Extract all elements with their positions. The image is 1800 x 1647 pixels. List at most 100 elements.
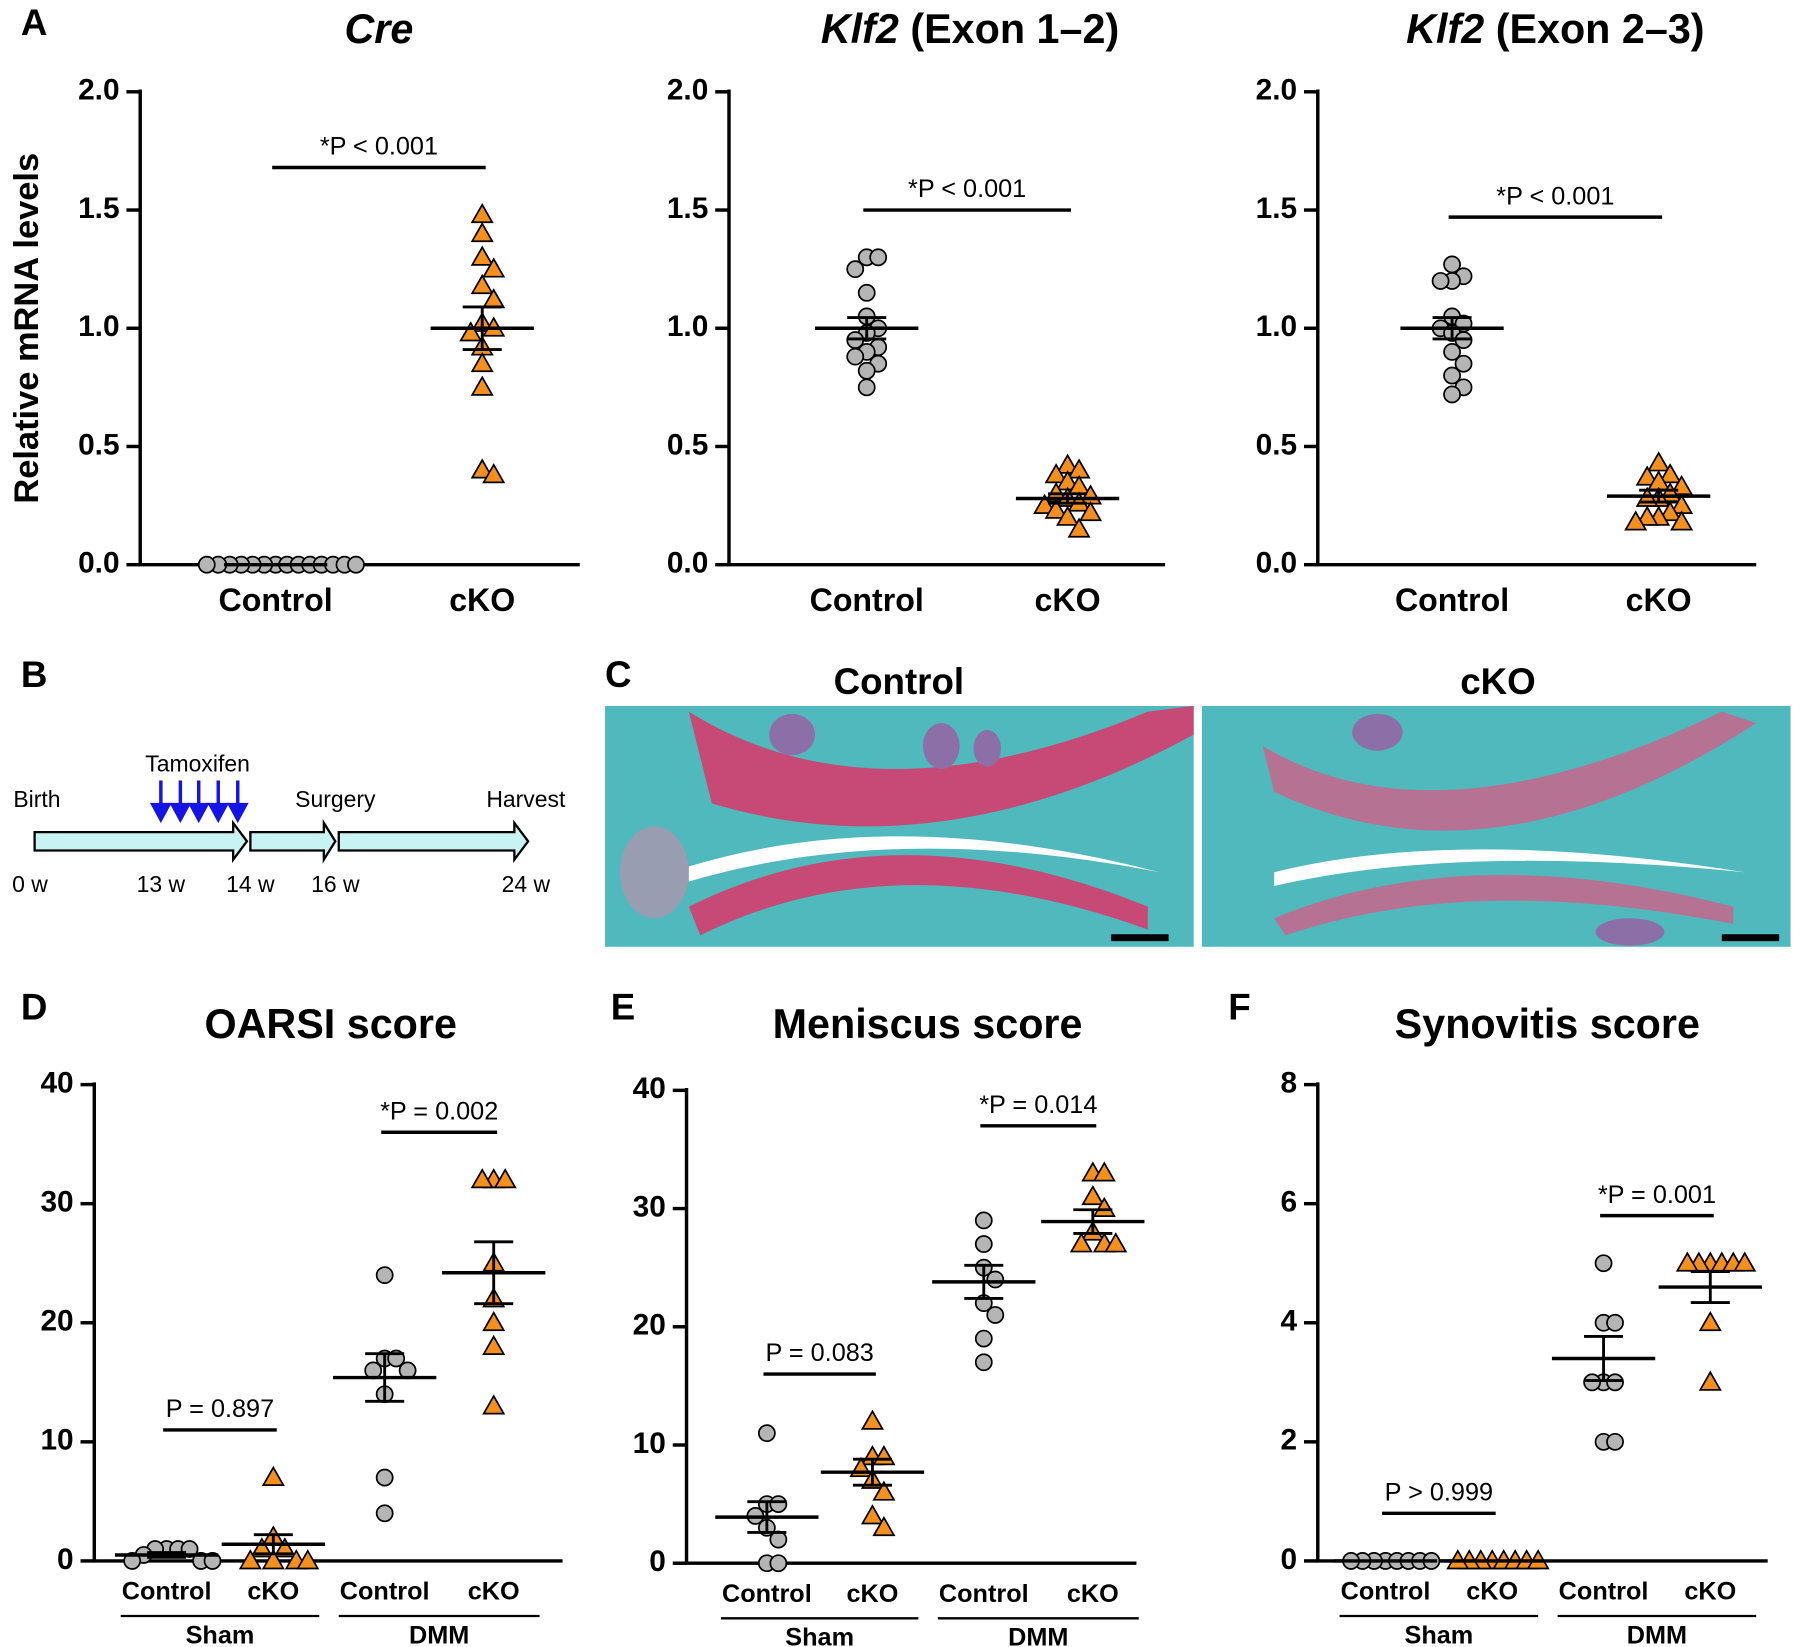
data-point — [470, 221, 494, 243]
y-tick-label: 1.0 — [667, 310, 708, 343]
x-tick-label: Control — [340, 1578, 430, 1606]
arrow — [33, 819, 249, 864]
chart: Klf2 (Exon 1–2) 0.0 0.5 1.0 1.5 2.0 Control cKO… — [667, 6, 1166, 618]
event-label: Surgery — [295, 786, 376, 812]
y-tick-label: 40 — [633, 1072, 666, 1105]
x-tick-label: cKO — [1035, 582, 1101, 618]
data-point — [1670, 510, 1694, 531]
time-label: 24 w — [502, 871, 551, 897]
data-point — [1443, 366, 1461, 385]
error-bar — [253, 1533, 293, 1556]
y-tick-label: 1.0 — [78, 310, 119, 343]
data-point — [857, 361, 876, 380]
data-point — [1044, 498, 1068, 519]
arrow — [337, 819, 530, 864]
y-tick-label: 1.5 — [667, 192, 708, 225]
x-tick-label: Control — [722, 1580, 812, 1608]
data-point — [986, 1270, 1005, 1289]
error-bar — [747, 1500, 787, 1534]
data-point — [1069, 1232, 1093, 1253]
data-point — [470, 458, 494, 479]
timeline: B Birth Tamoxifen Surgery Harvest 0 w 13… — [12, 654, 566, 897]
y-tick-label: 40 — [40, 1066, 73, 1099]
data-point — [470, 245, 494, 266]
x-tick-label: cKO — [846, 1580, 898, 1608]
error-bar — [1639, 488, 1679, 504]
x-tick-label: cKO — [1067, 1580, 1119, 1608]
data-point — [1606, 1373, 1624, 1392]
data-point — [1606, 1313, 1624, 1332]
data-point — [273, 1537, 297, 1558]
significance-label: *P < 0.001 — [908, 175, 1026, 203]
chart: E Meniscus score 0 10 20 30 40 Control cKO Contro… — [611, 987, 1145, 1647]
time-label: 0 w — [12, 871, 48, 897]
y-axis-label: Relative mRNA levels — [8, 153, 46, 504]
y-tick-label: 0.5 — [1256, 428, 1297, 461]
chart: Klf2 (Exon 2–3) 0.0 0.5 1.0 1.5 2.0 Control cKO… — [1256, 6, 1757, 618]
data-point — [347, 555, 365, 574]
data-point — [123, 1552, 142, 1570]
x-tick-label: cKO — [449, 582, 515, 618]
error-bar — [1584, 1335, 1624, 1382]
x-tick-label: cKO — [247, 1578, 299, 1606]
histology-image — [605, 705, 1194, 947]
error-bar — [852, 1457, 892, 1487]
y-tick-label: 4 — [1281, 1305, 1298, 1338]
arrow — [249, 818, 337, 864]
error-bar — [964, 1263, 1004, 1300]
error-bar — [1690, 1270, 1730, 1304]
data-point — [1594, 1254, 1613, 1273]
data-point — [757, 1424, 776, 1443]
event-label: Harvest — [486, 786, 566, 812]
data-point — [1698, 1310, 1722, 1332]
chart-title: Klf2 (Exon 1–2) — [821, 6, 1119, 52]
significance-label: P = 0.083 — [765, 1339, 873, 1367]
significance-label: *P < 0.001 — [320, 133, 438, 161]
significance-label: *P < 0.001 — [1496, 182, 1614, 210]
data-point — [860, 1504, 884, 1525]
y-tick-label: 30 — [40, 1186, 73, 1219]
chart: A Cre Relative mRNA levels 0.0 0.5 1.0 1.5 2.0 C… — [8, 2, 580, 618]
y-tick-label: 0.0 — [1256, 547, 1297, 580]
panel-label: C — [605, 654, 632, 695]
data-point — [857, 378, 876, 397]
data-point — [1647, 451, 1671, 472]
gene-name: Cre — [344, 6, 413, 52]
data-point — [1606, 1432, 1624, 1451]
group-label: DMM — [1627, 1621, 1687, 1647]
data-point — [459, 321, 483, 342]
y-tick-label: 1.5 — [78, 192, 119, 225]
data-point — [375, 1504, 394, 1523]
data-point — [238, 1549, 262, 1570]
data-point — [769, 1530, 788, 1549]
y-tick-label: 2 — [1281, 1424, 1298, 1457]
y-tick-label: 0.0 — [78, 547, 119, 580]
error-bar — [365, 1352, 405, 1403]
data-point — [1443, 385, 1461, 404]
x-tick-label: Control — [939, 1580, 1029, 1608]
y-tick-label: 0 — [1281, 1543, 1298, 1576]
x-tick-label: cKO — [1626, 582, 1692, 618]
data-point — [470, 202, 494, 224]
data-point — [1443, 343, 1461, 361]
y-tick-label: 2.0 — [667, 74, 708, 107]
data-point — [250, 1537, 274, 1558]
data-point — [769, 1495, 788, 1514]
data-point — [470, 351, 494, 373]
data-point — [974, 1329, 993, 1348]
x-tick-label: Control — [122, 1578, 212, 1606]
significance-label: *P = 0.014 — [979, 1091, 1097, 1119]
data-point — [1635, 465, 1659, 486]
group-label: DMM — [409, 1621, 469, 1647]
significance-label: P > 0.999 — [1385, 1478, 1493, 1506]
y-tick-label: 10 — [40, 1424, 73, 1457]
y-tick-label: 20 — [40, 1305, 73, 1338]
x-tick-label: Control — [1559, 1578, 1649, 1606]
data-point — [197, 555, 216, 574]
data-point — [1081, 1184, 1105, 1206]
data-point — [1078, 500, 1103, 522]
data-point — [1583, 1373, 1601, 1392]
data-point — [1624, 510, 1648, 531]
group-label: Sham — [785, 1624, 854, 1647]
